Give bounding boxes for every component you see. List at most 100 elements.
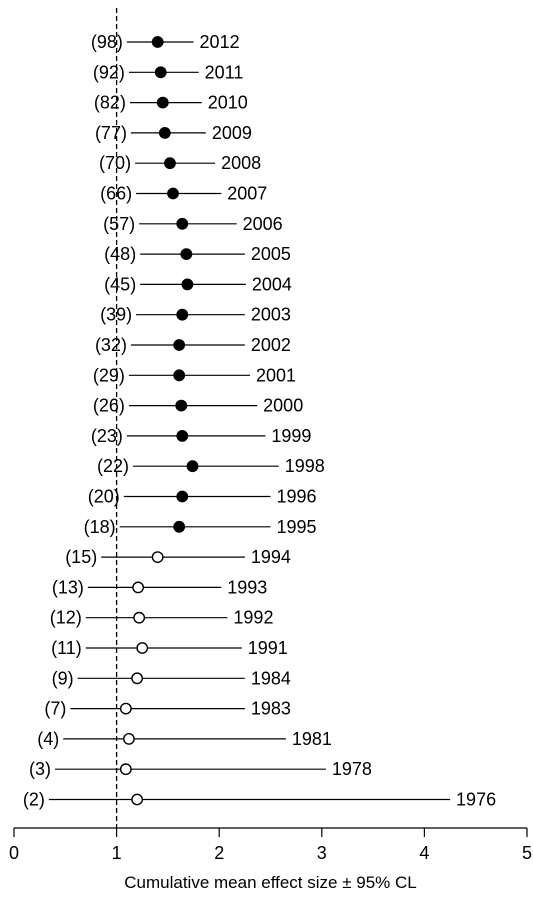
x-tick-label: 3: [317, 843, 327, 863]
study-count-label: (29): [93, 365, 125, 385]
study-count-label: (22): [97, 456, 129, 476]
study-count-label: (77): [95, 123, 127, 143]
study-count-label: (12): [50, 608, 82, 628]
study-count-label: (3): [29, 759, 51, 779]
study-count-label: (4): [37, 729, 59, 749]
rows-layer: (98) 2012 (92) 2011 (82) 2010 (77) 2009 (70) 2008…: [23, 8, 496, 828]
year-label: 2012: [200, 32, 240, 52]
x-tick-label: 1: [112, 843, 122, 863]
forest-row: (3) 1978: [29, 759, 372, 779]
study-count-label: (23): [91, 426, 123, 446]
mean-point-filled: [164, 157, 176, 170]
study-count-label: (57): [103, 214, 135, 234]
forest-row: (15) 1994: [65, 547, 291, 567]
forest-row: (9) 1984: [52, 668, 291, 688]
year-label: 2009: [212, 123, 252, 143]
x-axis: 0 1 2 3 4 5: [9, 827, 532, 863]
forest-row: (66) 2007: [100, 184, 267, 204]
x-tick-label: 5: [522, 843, 532, 863]
year-label: 1999: [271, 426, 311, 446]
forest-row: (23) 1999: [91, 426, 312, 446]
x-tick-label: 0: [9, 843, 19, 863]
forest-row: (92) 2011: [93, 62, 244, 82]
study-count-label: (98): [91, 32, 123, 52]
mean-point-open: [119, 702, 132, 715]
forest-row: (12) 1992: [50, 608, 274, 628]
year-label: 2008: [221, 153, 261, 173]
year-label: 2006: [243, 214, 283, 234]
study-count-label: (92): [93, 62, 125, 82]
forest-row: (11) 1991: [51, 638, 288, 658]
year-label: 2001: [256, 365, 296, 385]
mean-point-filled: [173, 520, 186, 533]
x-tick-label: 2: [214, 843, 224, 863]
forest-row: (13) 1993: [52, 577, 267, 597]
mean-point-filled: [186, 460, 199, 473]
forest-row: (20) 1996: [88, 487, 317, 507]
mean-point-open: [131, 672, 144, 685]
study-count-label: (20): [88, 487, 120, 507]
mean-point-open: [119, 763, 132, 776]
year-label: 2000: [263, 396, 303, 416]
mean-point-open: [136, 642, 149, 654]
mean-point-open: [133, 611, 146, 624]
forest-row: (7) 1983: [44, 699, 290, 719]
year-label: 2002: [251, 335, 291, 355]
year-label: 1978: [332, 759, 372, 779]
forest-row: (77) 2009: [95, 123, 252, 143]
mean-point-open: [131, 793, 144, 806]
mean-point-filled: [167, 187, 179, 200]
study-count-label: (18): [84, 517, 116, 537]
year-label: 1992: [233, 608, 273, 628]
study-count-label: (45): [104, 274, 136, 294]
year-label: 1994: [251, 547, 291, 567]
year-label: 1993: [227, 577, 267, 597]
study-count-label: (66): [100, 184, 132, 204]
forest-row: (26) 2000: [93, 396, 303, 416]
mean-point-filled: [180, 248, 193, 261]
forest-row: (2) 1976: [23, 790, 496, 810]
study-count-label: (32): [95, 335, 127, 355]
mean-point-filled: [154, 66, 167, 79]
forest-row: (22) 1998: [97, 456, 325, 476]
mean-point-filled: [173, 369, 186, 382]
forest-row: (39) 2003: [100, 305, 291, 325]
study-count-label: (2): [23, 790, 45, 810]
mean-point-filled: [176, 490, 189, 503]
x-tick-label: 4: [419, 843, 429, 863]
study-count-label: (13): [52, 577, 84, 597]
forest-row: (82) 2010: [94, 93, 248, 113]
year-label: 1984: [251, 668, 291, 688]
study-count-label: (11): [51, 638, 82, 658]
year-label: 1998: [285, 456, 325, 476]
mean-point-open: [123, 733, 135, 745]
forest-row: (98) 2012: [91, 32, 240, 52]
year-label: 1981: [292, 729, 332, 749]
study-count-label: (39): [100, 305, 132, 325]
mean-point-filled: [176, 217, 189, 230]
forest-row: (29) 2001: [93, 365, 296, 385]
year-label: 2004: [252, 274, 292, 294]
year-label: 1996: [277, 487, 317, 507]
forest-row: (4) 1981: [37, 729, 332, 749]
forest-row: (32) 2002: [95, 335, 291, 355]
mean-point-open: [132, 581, 145, 594]
study-count-label: (82): [94, 93, 126, 113]
year-label: 2011: [205, 62, 244, 82]
year-label: 2005: [251, 244, 291, 264]
forest-row: (18) 1995: [84, 517, 317, 537]
year-label: 1976: [456, 790, 496, 810]
mean-point-open: [151, 551, 164, 563]
forest-row: (70) 2008: [99, 153, 261, 173]
mean-point-filled: [176, 429, 189, 442]
forest-row: (45) 2004: [104, 274, 292, 294]
year-label: 2007: [227, 184, 267, 204]
mean-point-filled: [173, 339, 186, 351]
mean-point-filled: [181, 278, 194, 291]
year-label: 1991: [248, 638, 288, 658]
study-count-label: (70): [99, 153, 131, 173]
forest-row: (57) 2006: [103, 214, 283, 234]
mean-point-filled: [158, 126, 171, 139]
forest-row: (48) 2005: [104, 244, 291, 264]
